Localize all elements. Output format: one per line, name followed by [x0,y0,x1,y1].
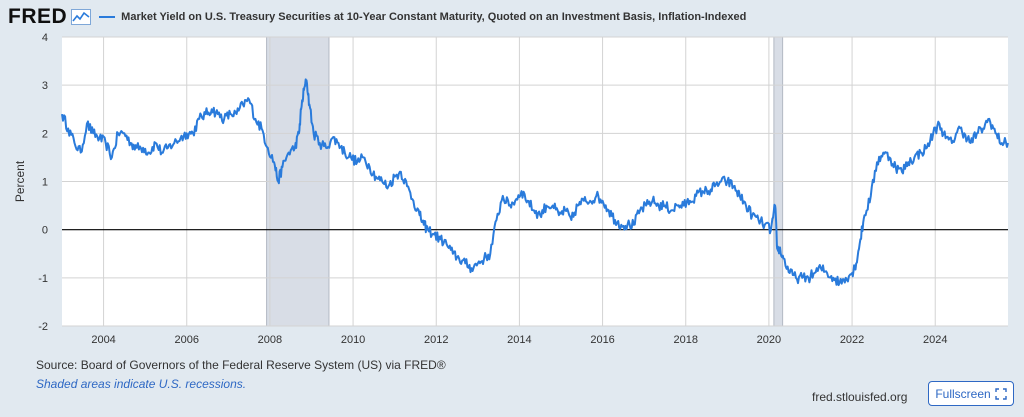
y-tick-label: 2 [42,128,48,140]
y-tick-label: 1 [42,177,48,189]
x-tick-label: 2014 [507,334,531,346]
y-axis-label: Percent [13,160,27,202]
series-line-0 [61,78,1009,287]
x-tick-label: 2018 [673,334,697,346]
line-chart-icon [71,9,92,25]
legend-swatch [99,16,116,18]
y-tick-label: 4 [42,32,48,44]
recession-note: Shaded areas indicate U.S. recessions. [36,377,247,391]
x-tick-label: 2006 [175,334,199,346]
fullscreen-button[interactable]: Fullscreen [928,381,1014,406]
chart: 4 3 2 1 0 -1 -2 2004 2006 2008 2010 2012 2014 2016 201… [13,32,1009,346]
chart-header: FRED Market Yield on U.S. Treasury Secur… [8,6,746,28]
y-tick-label: 0 [42,225,48,237]
fred-logo[interactable]: FRED [8,5,68,28]
legend-series-title: Market Yield on U.S. Treasury Securities… [121,11,747,23]
x-tick-label: 2022 [840,334,864,346]
y-tick-label: -2 [38,321,48,333]
x-tick-label: 2008 [258,334,282,346]
y-tick-label: 3 [42,80,48,92]
x-tick-label: 2020 [757,334,781,346]
expand-icon [994,387,1007,400]
x-tick-label: 2012 [424,334,448,346]
site-link[interactable]: fred.stlouisfed.org [812,390,908,404]
source-note: Source: Board of Governors of the Federa… [36,358,446,372]
x-tick-label: 2024 [923,334,947,346]
fullscreen-label: Fullscreen [935,386,991,401]
x-tick-label: 2016 [590,334,614,346]
x-tick-label: 2010 [341,334,365,346]
y-tick-label: -1 [38,273,48,285]
x-tick-label: 2004 [91,334,115,346]
